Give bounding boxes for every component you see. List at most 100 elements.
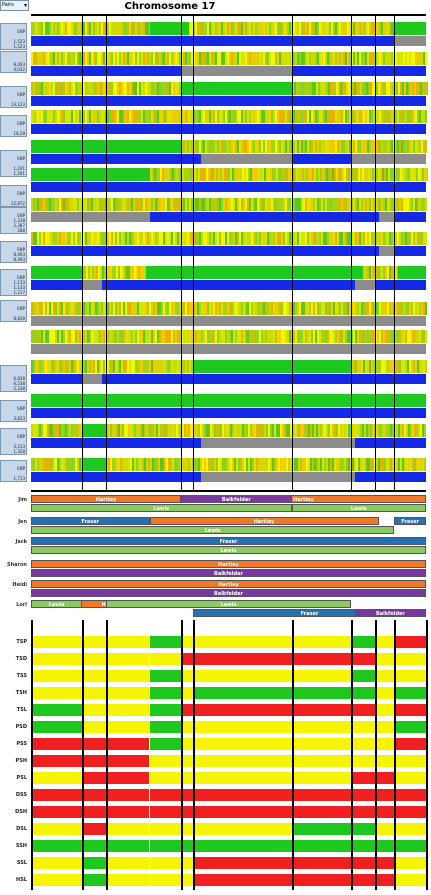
noise-stripe bbox=[299, 330, 301, 343]
noise-stripe bbox=[408, 360, 411, 373]
noise-stripe bbox=[169, 82, 171, 95]
noise-stripe bbox=[391, 52, 393, 65]
noise-stripe bbox=[167, 330, 169, 343]
noise-stripe bbox=[65, 232, 67, 245]
noise-stripe bbox=[365, 302, 367, 315]
noise-stripe bbox=[35, 110, 37, 123]
noise-stripe bbox=[361, 168, 364, 181]
noise-stripe bbox=[255, 168, 258, 181]
noise-stripe bbox=[223, 52, 225, 65]
noise-stripe bbox=[420, 458, 423, 471]
noise-stripe bbox=[325, 330, 327, 343]
noise-stripe bbox=[221, 198, 223, 211]
noise-stripe bbox=[41, 232, 43, 245]
noise-stripe bbox=[385, 82, 388, 95]
noise-stripe bbox=[379, 22, 381, 35]
noise-stripe bbox=[236, 458, 239, 471]
noise-stripe bbox=[385, 330, 387, 343]
noise-stripe bbox=[349, 22, 351, 35]
noise-stripe bbox=[241, 232, 243, 245]
noise-stripe bbox=[349, 52, 351, 65]
side-panel: SNP 1,318 2,387 288 bbox=[0, 207, 27, 234]
noise-stripe bbox=[111, 82, 113, 95]
noise-stripe bbox=[376, 360, 379, 373]
noise-stripe bbox=[381, 140, 384, 153]
noise-stripe bbox=[279, 330, 281, 343]
noise-stripe bbox=[167, 198, 169, 211]
noise-stripe bbox=[119, 52, 121, 65]
noise-stripe bbox=[231, 140, 234, 153]
noise-stripe bbox=[77, 198, 79, 211]
side-panel-line: 1,201 bbox=[13, 166, 25, 171]
noise-stripe bbox=[35, 22, 37, 35]
noise-stripe bbox=[208, 458, 211, 471]
noise-stripe bbox=[321, 22, 323, 35]
noise-stripe bbox=[342, 424, 345, 437]
noise-stripe bbox=[120, 458, 123, 471]
noise-stripe bbox=[41, 110, 43, 123]
comparison-band bbox=[31, 82, 428, 95]
noise-stripe bbox=[225, 330, 227, 343]
noise-stripe bbox=[41, 198, 43, 211]
matrix-cell bbox=[394, 687, 426, 699]
noise-stripe bbox=[227, 198, 229, 211]
noise-stripe bbox=[251, 52, 253, 65]
noise-stripe bbox=[155, 52, 157, 65]
noise-stripe bbox=[231, 302, 233, 315]
noise-stripe bbox=[375, 198, 377, 211]
noise-stripe bbox=[406, 424, 409, 437]
noise-stripe bbox=[289, 330, 291, 343]
noise-stripe bbox=[276, 424, 279, 437]
noise-stripe bbox=[339, 302, 341, 315]
noise-stripe bbox=[165, 52, 167, 65]
noise-stripe bbox=[53, 22, 55, 35]
noise-stripe bbox=[195, 232, 197, 245]
noise-stripe bbox=[231, 198, 233, 211]
noise-stripe bbox=[147, 198, 149, 211]
noise-stripe bbox=[375, 168, 378, 181]
noise-stripe bbox=[345, 140, 348, 153]
noise-stripe bbox=[415, 302, 417, 315]
noise-stripe bbox=[339, 110, 341, 123]
noise-stripe bbox=[237, 22, 239, 35]
side-panel-line: 1,133 bbox=[13, 280, 25, 285]
noise-stripe bbox=[366, 424, 369, 437]
noise-stripe bbox=[205, 330, 207, 343]
noise-stripe bbox=[287, 168, 290, 181]
noise-stripe bbox=[89, 22, 91, 35]
matrix-cell bbox=[374, 721, 395, 733]
half-match-segment bbox=[378, 212, 395, 222]
noise-stripe bbox=[207, 110, 209, 123]
noise-stripe bbox=[396, 424, 399, 437]
noise-stripe bbox=[83, 360, 85, 373]
half-match-segment bbox=[31, 408, 426, 418]
noise-stripe bbox=[135, 82, 137, 95]
noise-stripe bbox=[259, 110, 261, 123]
noise-stripe bbox=[229, 110, 231, 123]
chevron-down-icon[interactable]: ▾ bbox=[23, 2, 27, 9]
side-panel-line: 1,201 bbox=[13, 171, 25, 176]
matrix-cell bbox=[31, 721, 83, 733]
noise-stripe bbox=[191, 360, 193, 373]
noise-stripe bbox=[383, 330, 385, 343]
noise-stripe bbox=[217, 168, 220, 181]
noise-stripe bbox=[325, 302, 327, 315]
noise-stripe bbox=[279, 232, 281, 245]
comparison-selector[interactable]: Pairs ▾ bbox=[0, 0, 29, 11]
noise-stripe bbox=[53, 198, 55, 211]
noise-stripe bbox=[255, 52, 257, 65]
noise-stripe bbox=[305, 52, 307, 65]
noise-stripe bbox=[127, 110, 129, 123]
noise-stripe bbox=[105, 22, 107, 35]
noise-stripe bbox=[268, 424, 271, 437]
matrix-cell bbox=[350, 874, 375, 886]
noise-stripe bbox=[245, 168, 248, 181]
noise-stripe bbox=[77, 110, 79, 123]
noise-stripe bbox=[301, 198, 303, 211]
noise-stripe bbox=[154, 424, 157, 437]
matrix-cell bbox=[106, 738, 150, 750]
noise-stripe bbox=[127, 360, 129, 373]
noise-stripe bbox=[262, 424, 265, 437]
comparison-selector-value: Pairs bbox=[2, 2, 14, 8]
noise-stripe bbox=[169, 110, 171, 123]
